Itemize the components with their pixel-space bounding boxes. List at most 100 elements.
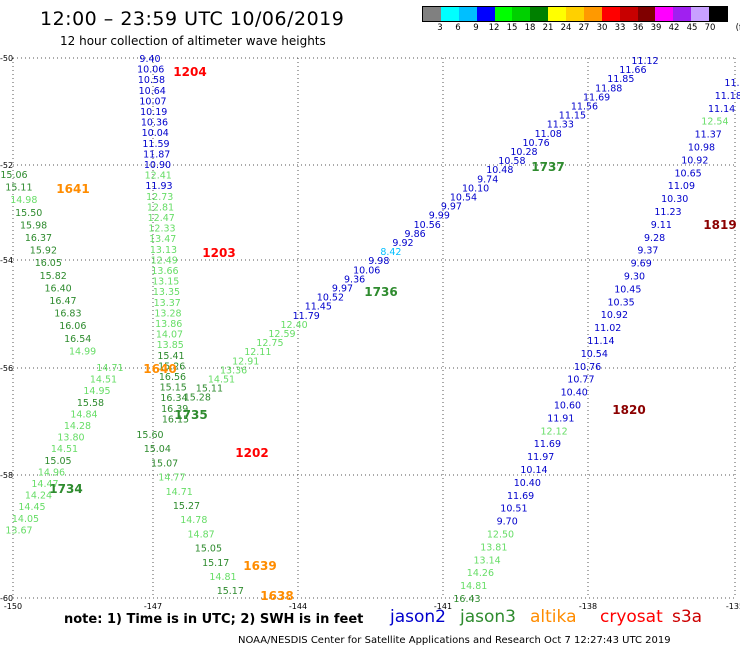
wave-height-value: 9.37 (637, 246, 658, 257)
lon-label: -138 (579, 602, 597, 611)
wave-height-value: 16.83 (54, 309, 81, 320)
colorbar-swatch (619, 7, 638, 21)
legend-cryosat: cryosat (600, 607, 663, 627)
wave-height-value: 13.15 (152, 277, 179, 288)
wave-height-value: 15.11 (5, 183, 32, 194)
wave-height-value: 12.41 (145, 171, 172, 182)
wave-height-value: 10.30 (661, 194, 688, 205)
wave-height-value: 13.37 (154, 298, 181, 309)
wave-height-value: 11.14 (587, 336, 614, 347)
wave-height-value: 13.35 (153, 287, 180, 298)
colorbar-swatch (476, 7, 495, 21)
colorbar-tick-label: 9 (473, 23, 479, 33)
wave-height-value: 15.17 (217, 586, 244, 597)
wave-height-value: 13.36 (220, 365, 247, 376)
wave-height-value: 13.13 (150, 245, 177, 256)
wave-height-value: 8.42 (380, 247, 401, 258)
wave-height-value: 12.40 (280, 320, 307, 331)
pass-time-label: 1638 (260, 589, 293, 603)
wave-height-value: 9.70 (497, 517, 518, 528)
wave-height-value: 13.86 (155, 319, 182, 330)
wave-height-value: 11.37 (695, 130, 722, 141)
lon-label: -141 (434, 602, 452, 611)
wave-height-value: 10.06 (137, 65, 164, 76)
wave-height-value: 12.91 (232, 356, 259, 367)
wave-height-value: 12.33 (148, 224, 175, 235)
wave-height-value: 10.45 (614, 284, 641, 295)
wave-height-value: 14.47 (31, 479, 58, 490)
wave-height-value: 10.64 (139, 86, 166, 97)
wave-height-value: 15.98 (20, 220, 47, 231)
wave-height-value: 11.23 (654, 207, 681, 218)
wave-height-value: 14.81 (209, 572, 236, 583)
wave-height-value: 11.08 (535, 129, 562, 140)
colorbar-tick-label: 24 (560, 23, 572, 33)
wave-height-value: 15.82 (40, 271, 67, 282)
wave-height-value: 14.98 (10, 195, 37, 206)
wave-height-value: 16.54 (64, 334, 91, 345)
footnote: note: 1) Time is in UTC; 2) SWH is in fe… (64, 612, 364, 627)
wave-height-value: 13.80 (57, 433, 84, 444)
wave-height-value: 9.97 (332, 284, 353, 295)
colorbar-swatch (530, 7, 549, 21)
wave-height-value: 10.92 (681, 155, 708, 166)
wave-height-value: 16.47 (49, 296, 76, 307)
wave-height-value: 15.15 (160, 383, 187, 394)
wave-height-value: 11.02 (594, 323, 621, 334)
wave-height-value: 9.97 (441, 202, 462, 213)
wave-height-value: 9.99 (429, 211, 450, 222)
wave-height-value: 14.28 (64, 421, 91, 432)
wave-height-value: 16.34 (160, 393, 187, 404)
wave-height-value: 11.3 (724, 78, 740, 89)
pass-time-label: 1819 (703, 218, 736, 232)
wave-height-value: 10.40 (514, 478, 541, 489)
colorbar-swatch (655, 7, 674, 21)
wave-height-value: 9.92 (392, 238, 413, 249)
wave-height-value: 10.58 (138, 75, 165, 86)
colorbar-tick-label: 70 (704, 23, 716, 33)
legend-s3a: s3a (672, 607, 703, 627)
colorbar-unit: (ft) (735, 23, 740, 33)
wave-height-value: 12.73 (146, 192, 173, 203)
wave-height-value: 13.81 (480, 542, 507, 553)
colorbar-tick-label: 3 (437, 23, 443, 33)
wave-height-value: 11.15 (559, 111, 586, 122)
colorbar-tick-label: 18 (524, 23, 536, 33)
wave-height-value: 9.11 (651, 220, 672, 231)
wave-height-value: 16.15 (162, 414, 189, 425)
lat-label: -50 (0, 54, 13, 63)
wave-height-value: 15.28 (184, 393, 211, 404)
colorbar-swatch (637, 7, 656, 21)
colorbar-tick-label: 36 (632, 23, 644, 33)
colorbar-swatch (423, 7, 441, 21)
colorbar-swatch (458, 7, 477, 21)
colorbar-swatch (601, 7, 620, 21)
wave-height-value: 13.47 (149, 234, 176, 245)
wave-height-value: 11.14 (708, 104, 735, 115)
legend-jason3: jason3 (460, 607, 516, 627)
wave-height-value: 10.40 (561, 388, 588, 399)
colorbar-tick-label: 39 (650, 23, 662, 33)
wave-height-value: 14.24 (25, 491, 52, 502)
lon-label: -147 (144, 602, 162, 611)
pass-time-label: 1735 (174, 408, 207, 422)
wave-height-value: 16.37 (25, 233, 52, 244)
wave-height-value: 9.69 (631, 259, 652, 270)
pass-time-label: 1820 (612, 403, 645, 417)
colorbar-tick-label: 42 (668, 23, 680, 33)
colorbar-swatch (494, 7, 513, 21)
wave-height-value: 15.05 (44, 456, 71, 467)
wave-height-value: 10.65 (674, 168, 701, 179)
wave-height-value: 14.99 (69, 346, 96, 357)
wave-height-value: 11.87 (143, 149, 170, 160)
wave-height-value: 14.77 (158, 473, 185, 484)
wave-height-value: 15.27 (173, 501, 200, 512)
lat-label: -54 (0, 256, 13, 265)
colorbar-swatch (583, 7, 602, 21)
wave-height-value: 10.51 (500, 504, 527, 515)
wave-height-value: 14.05 (12, 514, 39, 525)
wave-height-value: 12.54 (701, 117, 728, 128)
wave-height-value: 9.86 (405, 229, 426, 240)
wave-height-value: 14.51 (51, 444, 78, 455)
